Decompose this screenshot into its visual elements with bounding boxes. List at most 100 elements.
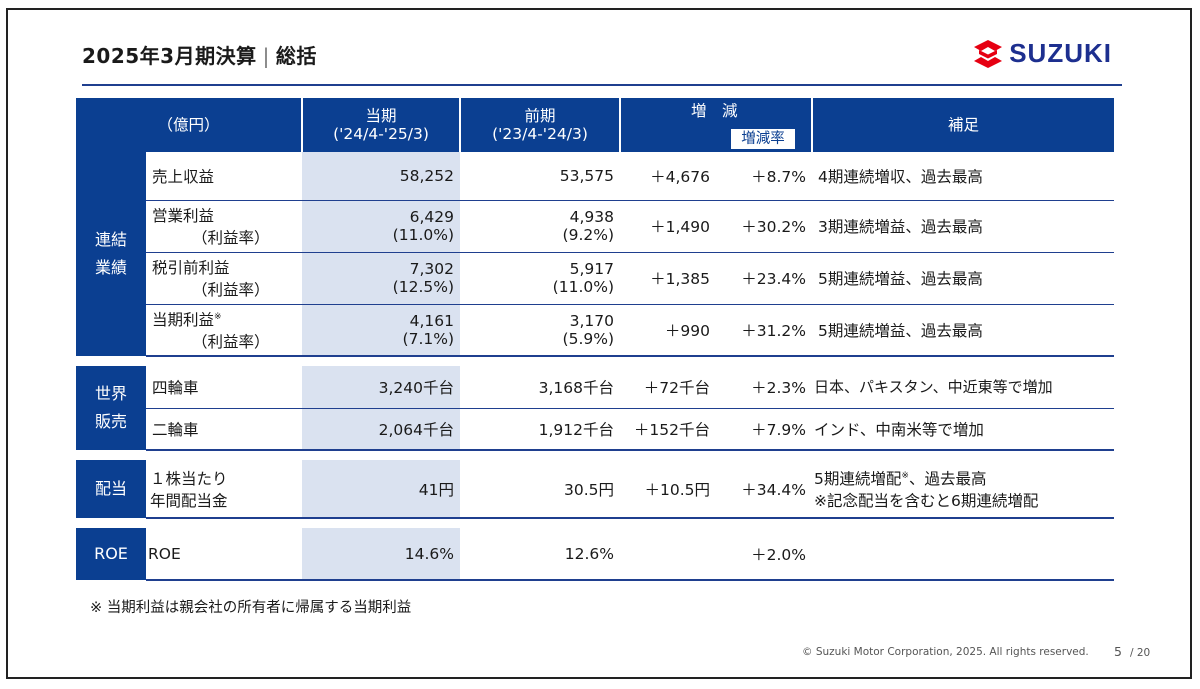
net-income-label: 当期利益 xyxy=(152,310,215,329)
section-dividend: 配当 xyxy=(76,460,146,518)
section-label: 連結 xyxy=(94,230,127,249)
row-label: 税引前利益 （利益率） xyxy=(146,252,303,305)
previous-period-header: 前期 ('23/4-'24/3) xyxy=(460,98,622,152)
change-value: ＋72千台 xyxy=(620,366,717,409)
change-rate: ＋31.2% xyxy=(716,304,813,357)
change-rate: ＋30.2% xyxy=(716,200,813,253)
row-note: 4期連続増収、過去最高 xyxy=(812,152,1115,201)
footnote: ※ 当期利益は親会社の所有者に帰属する当期利益 xyxy=(90,600,412,616)
row-note: 日本、パキスタン、中近東等で増加 xyxy=(812,366,1115,409)
change-value: ＋10.5円 xyxy=(620,460,717,519)
current-margin: (7.1%) xyxy=(402,329,455,348)
footnote-mark: ※ xyxy=(901,470,909,481)
section-roe: ROE xyxy=(76,528,146,580)
current-amount: 7,302 xyxy=(409,260,455,278)
dividend-note-tail: 、過去最高 xyxy=(908,469,987,488)
change-value: ＋4,676 xyxy=(620,152,717,201)
change-label: 増 減 xyxy=(691,102,738,120)
current-value: 3,240千台 xyxy=(302,366,461,409)
change-rate: ＋23.4% xyxy=(716,252,813,305)
change-rate: ＋2.3% xyxy=(716,366,813,409)
row-label: 営業利益 （利益率） xyxy=(146,200,303,253)
row-label-main: 税引前利益 xyxy=(152,259,230,277)
row-note: 5期連続増配※、過去最高 ※記念配当を含むと6期連続増配 xyxy=(812,460,1115,519)
previous-value: 3,168千台 xyxy=(460,366,621,409)
current-period-header: 当期 ('24/4-'25/3) xyxy=(302,98,462,152)
change-value: ＋1,490 xyxy=(620,200,717,253)
change-value xyxy=(620,528,717,581)
current-value: 58,252 xyxy=(302,152,461,201)
table-row: 連結 業績 売上収益 58,252 53,575 ＋4,676 ＋8.7% 4期… xyxy=(76,152,1115,356)
change-rate: ＋7.9% xyxy=(716,408,813,451)
page-number: 5 / 20 xyxy=(1114,644,1150,659)
row-label: 売上収益 xyxy=(146,152,303,201)
title-sub: 総括 xyxy=(275,44,317,68)
table-row: 二輪車 2,064千台 1,912千台 ＋152千台 ＋7.9% インド、中南米… xyxy=(76,408,1115,451)
page-title: 2025年3月期決算 | 総括 xyxy=(82,40,317,69)
current-value: 41円 xyxy=(302,460,461,519)
row-note: 3期連続増益、過去最高 xyxy=(812,200,1115,253)
row-label-main: 当期利益※ xyxy=(152,308,296,330)
previous-period: ('23/4-'24/3) xyxy=(492,125,588,143)
previous-margin: (9.2%) xyxy=(562,226,615,244)
current-value: 4,161 (7.1%) xyxy=(302,304,461,357)
current-period: ('24/4-'25/3) xyxy=(333,125,429,143)
change-header: 増 減 増減率 xyxy=(620,98,814,152)
table-row: 世界 販売 四輪車 3,240千台 3,168千台 ＋72千台 ＋2.3% 日本… xyxy=(76,366,1115,450)
previous-amount: 4,938 xyxy=(569,208,615,226)
previous-value: 53,575 xyxy=(460,152,621,201)
unit-header: （億円） xyxy=(76,98,304,152)
suzuki-s-icon xyxy=(974,39,1003,68)
row-note xyxy=(812,528,1115,581)
change-value: ＋152千台 xyxy=(620,408,717,451)
change-rate: ＋34.4% xyxy=(716,460,813,519)
change-rate: ＋8.7% xyxy=(716,152,813,201)
title-rule xyxy=(82,84,1122,86)
row-label: 四輪車 xyxy=(146,366,303,409)
row-label: ROE xyxy=(146,528,303,581)
previous-amount: 5,917 xyxy=(569,260,615,278)
current-label: 当期 xyxy=(365,107,397,125)
copyright: © Suzuki Motor Corporation, 2025. All ri… xyxy=(802,646,1089,658)
table-row: 配当 １株当たり 年間配当金 41円 30.5円 ＋10.5円 ＋34.4% 5… xyxy=(76,460,1115,519)
row-label-main: 営業利益 xyxy=(152,207,215,225)
note-header: 補足 xyxy=(812,98,1115,152)
change-rate-header: 増減率 xyxy=(730,128,796,150)
row-note: インド、中南米等で増加 xyxy=(812,408,1115,451)
previous-value: 1,912千台 xyxy=(460,408,621,451)
row-label-sub: （利益率） xyxy=(192,229,270,247)
change-value: ＋1,385 xyxy=(620,252,717,305)
section-label: 販売 xyxy=(94,412,127,431)
current-value: 6,429 (11.0%) xyxy=(302,200,461,253)
title-main: 2025年3月期決算 xyxy=(82,44,257,68)
row-note: 5期連続増益、過去最高 xyxy=(812,252,1115,305)
previous-value: 30.5円 xyxy=(460,460,621,519)
change-rate: ＋2.0% xyxy=(716,528,813,581)
page-total: / 20 xyxy=(1129,647,1151,659)
section-label: 世界 xyxy=(94,384,127,403)
previous-value: 3,170 (5.9%) xyxy=(460,304,621,357)
table-row: ROE ROE 14.6% 12.6% ＋2.0% xyxy=(76,528,1115,581)
page-current: 5 xyxy=(1114,644,1122,659)
previous-value: 12.6% xyxy=(460,528,621,581)
row-note: 5期連続増益、過去最高 xyxy=(812,304,1115,357)
current-value: 14.6% xyxy=(302,528,461,581)
table-row: 営業利益 （利益率） 6,429 (11.0%) 4,938 (9.2%) ＋1… xyxy=(76,200,1115,253)
section-consolidated: 連結 業績 xyxy=(76,152,146,356)
header-row: （億円） 当期 ('24/4-'25/3) 前期 ('23/4-'24/3) 増… xyxy=(76,98,1115,152)
table-row: 当期利益※ （利益率） 4,161 (7.1%) 3,170 (5.9%) ＋9… xyxy=(76,304,1115,357)
previous-value: 4,938 (9.2%) xyxy=(460,200,621,253)
row-label-main: １株当たり xyxy=(150,469,228,488)
previous-label: 前期 xyxy=(524,107,556,125)
current-value: 7,302 (12.5%) xyxy=(302,252,461,305)
previous-value: 5,917 (11.0%) xyxy=(460,252,621,305)
suzuki-logo: SUZUKI xyxy=(973,38,1112,69)
current-value: 2,064千台 xyxy=(302,408,461,451)
previous-margin: (11.0%) xyxy=(552,278,615,296)
footnote-mark: ※ xyxy=(214,311,222,322)
section-label: 業績 xyxy=(94,258,127,277)
row-label: 当期利益※ （利益率） xyxy=(146,304,303,357)
change-value: ＋990 xyxy=(620,304,717,357)
current-margin: (11.0%) xyxy=(392,226,455,244)
title-separator: | xyxy=(262,44,270,68)
